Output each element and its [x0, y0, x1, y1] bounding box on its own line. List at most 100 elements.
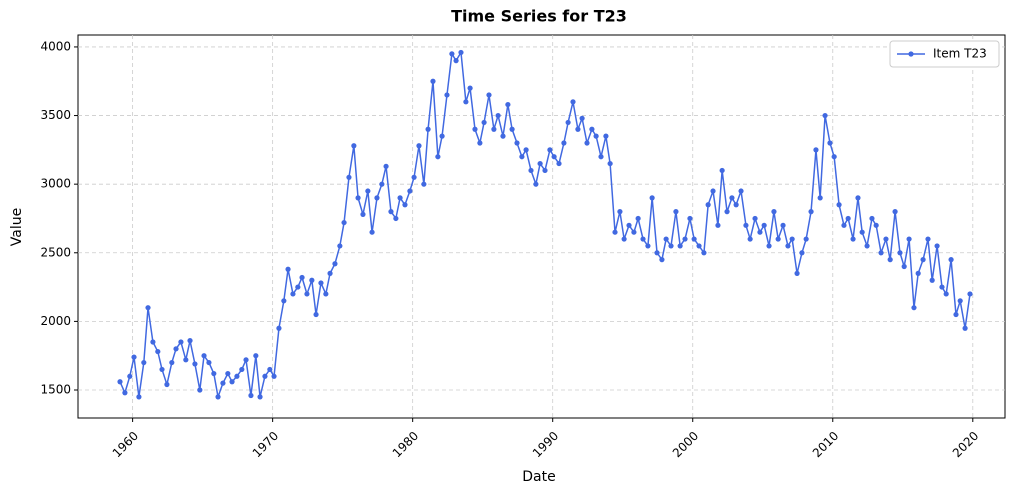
x-axis-label: Date [522, 469, 555, 485]
data-point [649, 195, 655, 201]
data-point [505, 101, 511, 108]
data-point [495, 112, 501, 119]
data-point [612, 229, 618, 235]
data-point [402, 202, 408, 208]
data-point [477, 140, 483, 146]
legend-marker [908, 51, 914, 57]
y-tick-label: 1500 [40, 383, 71, 397]
data-point [267, 366, 273, 373]
data-point [136, 394, 142, 400]
data-point [729, 195, 735, 201]
data-point [379, 181, 385, 187]
legend-box [889, 40, 1000, 68]
data-point [430, 78, 436, 84]
data-point [659, 257, 665, 263]
data-point [383, 163, 389, 169]
data-point [631, 229, 637, 235]
data-point [887, 257, 893, 263]
data-point [481, 119, 487, 126]
data-point [435, 154, 441, 160]
data-point [841, 222, 847, 228]
data-point [561, 140, 567, 146]
data-point [215, 394, 221, 400]
data-point [547, 147, 553, 153]
data-point [565, 119, 571, 126]
data-point [906, 236, 912, 242]
data-point [808, 209, 814, 215]
data-point [584, 140, 590, 146]
data-point [309, 277, 315, 283]
data-point [785, 243, 791, 249]
data-point [169, 359, 175, 366]
data-point [192, 361, 198, 367]
data-point [817, 195, 823, 201]
data-point [220, 380, 226, 386]
data-point [295, 284, 301, 290]
data-point [365, 188, 371, 194]
data-point [724, 209, 730, 215]
data-point [453, 58, 459, 64]
data-point [355, 195, 361, 201]
data-point [397, 195, 403, 201]
data-point [421, 181, 427, 187]
data-point [687, 215, 693, 222]
data-point [369, 229, 375, 235]
data-point [855, 195, 861, 201]
data-point [416, 143, 422, 149]
data-point [491, 126, 497, 132]
data-point [766, 243, 772, 249]
data-point [155, 348, 161, 355]
data-point [299, 274, 305, 281]
data-point [967, 291, 973, 297]
data-point [603, 133, 609, 139]
data-point [743, 222, 749, 228]
data-point [845, 215, 851, 222]
data-point [248, 392, 254, 399]
data-point [663, 236, 669, 242]
data-point [803, 236, 809, 242]
data-point [127, 373, 133, 379]
data-point [439, 133, 445, 139]
data-point [878, 250, 884, 256]
x-tick-label: 2000 [670, 429, 701, 460]
data-point [869, 215, 875, 222]
data-point [201, 353, 207, 359]
legend: Item T23 [889, 40, 1000, 68]
data-point [575, 126, 581, 132]
data-point [122, 390, 128, 396]
data-point [850, 236, 856, 242]
data-point [691, 236, 697, 242]
data-point [341, 219, 347, 226]
data-point [472, 126, 478, 132]
data-point [262, 373, 268, 379]
data-point [570, 99, 576, 105]
data-point [290, 291, 296, 297]
data-point [304, 291, 310, 297]
data-point [533, 181, 539, 187]
data-point [257, 394, 263, 400]
data-point [239, 366, 245, 373]
data-point [673, 209, 679, 215]
data-point [225, 370, 231, 377]
data-point [598, 154, 604, 160]
data-point [346, 174, 352, 180]
data-point [668, 243, 674, 249]
data-point [467, 85, 473, 91]
data-point [607, 160, 613, 167]
data-point [173, 346, 179, 352]
data-point [337, 243, 343, 249]
data-point [313, 311, 319, 318]
x-tick-label: 1970 [250, 429, 281, 460]
data-point [771, 209, 777, 215]
data-point [500, 133, 506, 139]
data-point [556, 160, 562, 167]
data-point [509, 126, 515, 132]
y-tick-label: 4000 [40, 39, 71, 53]
data-point [276, 325, 282, 331]
data-point [883, 236, 889, 242]
data-point [131, 354, 137, 360]
data-point [738, 188, 744, 194]
data-point [407, 188, 413, 194]
data-point [159, 366, 165, 373]
